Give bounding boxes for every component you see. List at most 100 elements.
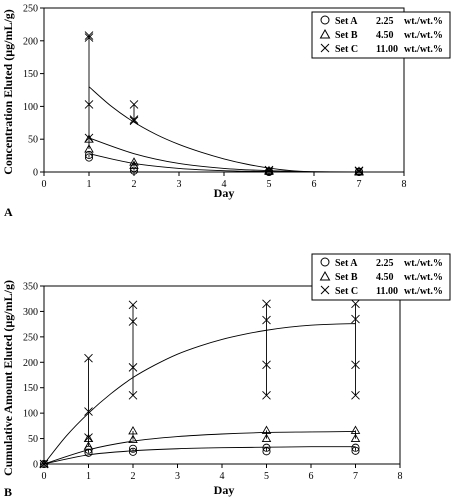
x-tick-label: 7 <box>357 179 362 190</box>
y-tick-label: 50 <box>28 434 38 445</box>
data-point-set-c <box>84 100 94 109</box>
panel-letter-b: B <box>4 485 12 499</box>
legend-name-set-a-b: Set A <box>335 258 358 269</box>
y-axis-label-a: Concentration Eluted (µg/mL/g) <box>1 9 15 175</box>
y-axis-label-b: Cumulative Amount Eluted (µg/mL/g) <box>1 280 15 476</box>
y-tick-label: 350 <box>23 282 38 293</box>
data-point-set-b <box>129 160 139 169</box>
legend-box-a <box>311 11 451 59</box>
data-point-set-b <box>129 157 139 166</box>
legend-name-set-b-b: Set B <box>335 272 358 283</box>
data-point-set-c <box>264 166 274 176</box>
data-point-set-a <box>262 443 271 452</box>
data-point-set-b <box>84 144 94 153</box>
data-point-set-a <box>128 444 138 453</box>
data-point-set-c <box>128 300 138 310</box>
legend-marker-set-a-b <box>320 257 330 267</box>
legend-unit-set-a: wt./wt.% <box>404 16 443 27</box>
x-tick-label: 6 <box>312 179 317 190</box>
panel-letter-a: A <box>4 205 13 219</box>
legend-conc-set-b-b: 4.50 <box>376 272 394 283</box>
fit-curve-set-a-a <box>88 153 360 173</box>
legend-conc-set-a-b: 2.25 <box>376 258 394 269</box>
x-tick-label: 7 <box>353 471 358 482</box>
legend-unit-set-b: wt./wt.% <box>404 30 443 41</box>
y-tick-label: 250 <box>23 332 38 343</box>
legend-marker-set-a <box>320 15 330 25</box>
data-point-set-a <box>129 166 139 175</box>
fit-curve-set-c-b <box>43 323 356 465</box>
data-point-set-b <box>39 459 49 468</box>
data-point-set-c <box>84 33 94 42</box>
fit-curve-set-b-a <box>88 137 360 173</box>
x-tick-label: 5 <box>267 179 272 190</box>
x-tick-label: 3 <box>175 471 180 482</box>
data-point-set-b <box>83 441 94 450</box>
data-point-set-c <box>129 100 139 109</box>
data-point-set-b <box>350 433 361 443</box>
data-point-set-a <box>84 150 94 159</box>
data-point-set-c <box>262 391 271 400</box>
legend-unit-set-b-b: wt./wt.% <box>404 272 443 283</box>
data-point-set-a <box>351 446 360 455</box>
y-tick-label: 250 <box>23 4 38 15</box>
data-point-set-c <box>84 433 93 442</box>
legend-marker-set-b-b <box>319 270 331 281</box>
data-point-set-c <box>84 353 93 363</box>
data-point-set-c <box>262 315 271 325</box>
panel-b: 0 1 2 3 4 5 6 7 8 0 50 100 150 200 250 300 350 Day Cumul… <box>1 253 451 499</box>
data-point-set-c <box>262 360 271 370</box>
y-tick-label: 50 <box>28 135 38 146</box>
x-tick-label: 3 <box>177 179 182 190</box>
data-point-set-a <box>84 445 93 454</box>
x-tick-label: 2 <box>132 179 137 190</box>
data-point-set-c <box>128 363 138 372</box>
data-point-set-b <box>261 433 272 443</box>
data-point-set-c <box>262 299 271 309</box>
data-point-set-a <box>351 443 360 452</box>
legend-conc-set-b: 4.50 <box>376 30 394 41</box>
x-axis-label-a: Day <box>214 186 235 200</box>
plot-frame-b <box>43 285 401 465</box>
data-point-set-a <box>128 447 138 456</box>
data-point-set-b <box>264 165 274 175</box>
legend-name-set-a: Set A <box>335 16 358 27</box>
x-axis-label-b: Day <box>214 483 235 497</box>
x-tick-label: 5 <box>264 471 269 482</box>
legend-conc-set-c: 11.00 <box>376 44 398 55</box>
x-tick-label: 4 <box>220 471 225 482</box>
y-tick-label: 150 <box>23 69 38 80</box>
legend-box-b <box>311 253 451 301</box>
x-tick-label: 1 <box>87 179 92 190</box>
data-point-set-c <box>84 31 94 40</box>
data-point-set-b <box>261 425 272 434</box>
x-tick-label: 2 <box>131 471 136 482</box>
x-tick-label: 4 <box>222 179 227 190</box>
y-tick-label: 100 <box>23 102 38 113</box>
data-point-set-c <box>129 116 139 126</box>
data-point-set-c <box>351 314 360 324</box>
data-point-set-b <box>128 434 138 444</box>
legend-name-set-b: Set B <box>335 30 358 41</box>
y-tick-label: 200 <box>23 36 38 47</box>
data-point-set-c <box>39 459 49 469</box>
y-tick-label: 0 <box>33 168 38 179</box>
legend-marker-set-c <box>320 43 330 53</box>
data-point-set-a <box>262 447 271 456</box>
y-tick-label: 300 <box>23 307 38 318</box>
data-point-set-c <box>351 360 360 370</box>
legend-marker-set-c-b <box>320 285 330 295</box>
x-tick-label: 0 <box>42 471 47 482</box>
panel-a: 0 1 2 3 4 5 6 7 8 0 50 100 150 200 250 Day Concentrati… <box>1 4 451 219</box>
legend-conc-set-c-b: 11.00 <box>376 286 398 297</box>
data-point-set-c <box>128 391 138 400</box>
data-point-set-c <box>351 391 360 400</box>
legend-unit-set-c: wt./wt.% <box>404 44 443 55</box>
data-point-set-c <box>128 317 138 326</box>
data-point-set-b <box>128 426 138 435</box>
y-tick-label: 150 <box>23 383 38 394</box>
data-point-set-c <box>351 299 360 309</box>
data-point-set-c <box>354 167 364 176</box>
data-point-set-a <box>84 153 94 162</box>
